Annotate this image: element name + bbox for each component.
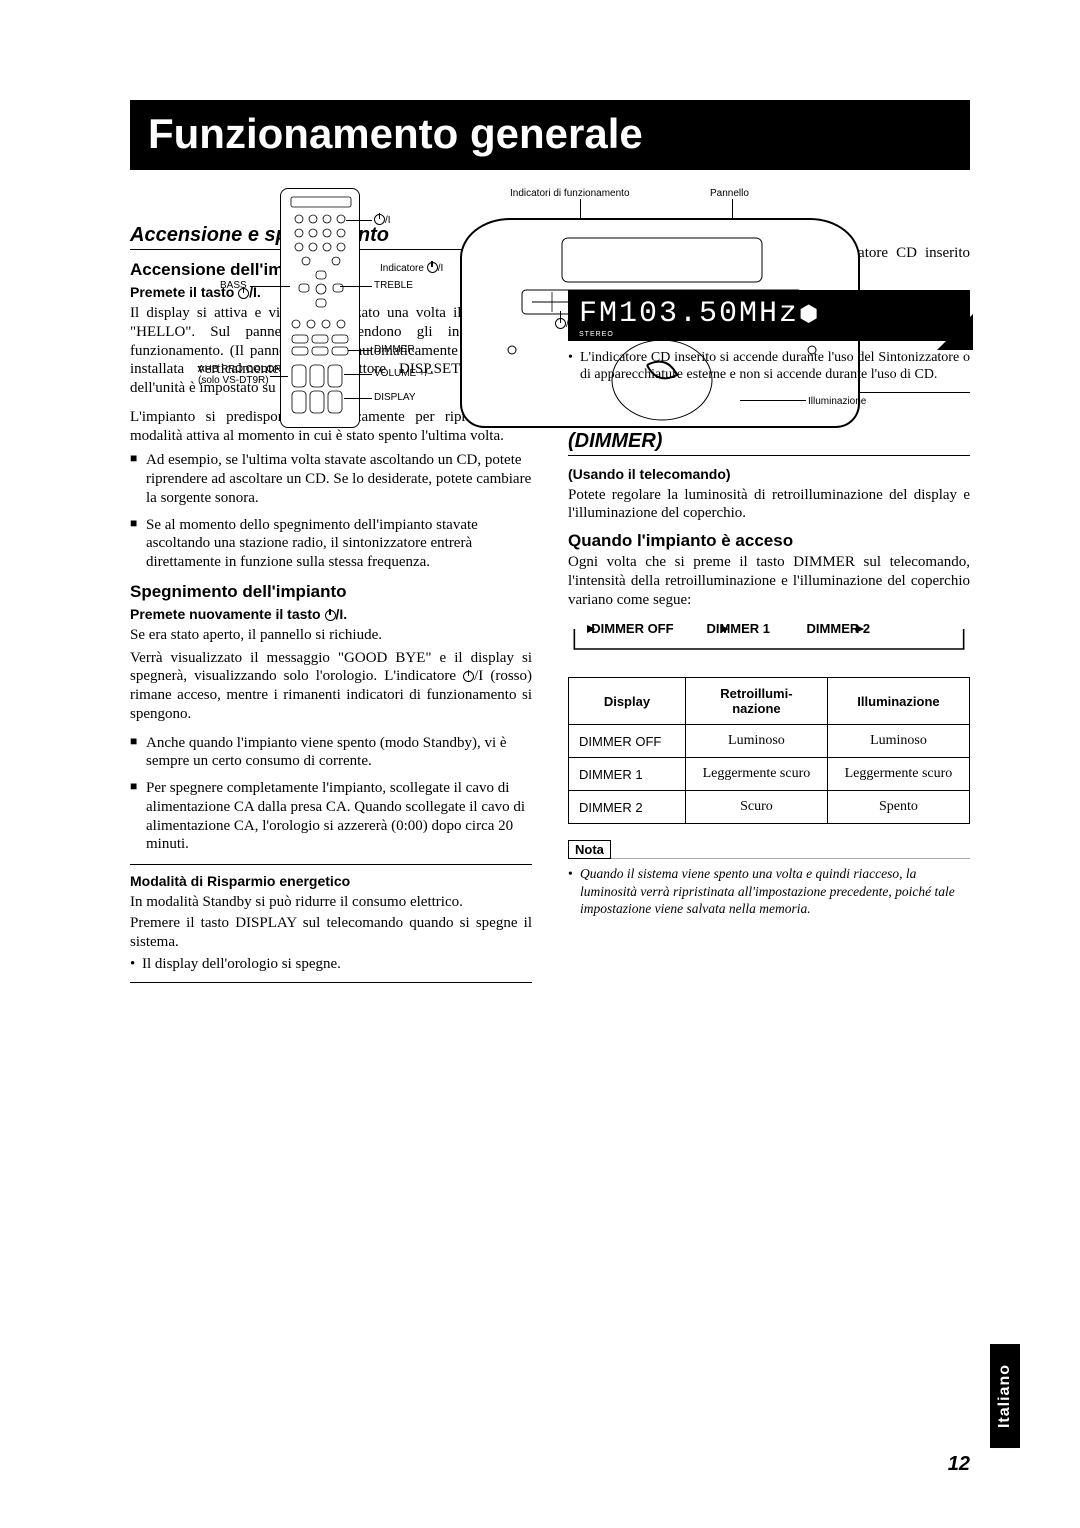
rule: [568, 858, 970, 859]
rule: [130, 864, 532, 865]
table-row: DIMMER OFF Luminoso Luminoso: [569, 725, 970, 758]
label-panel: Pannello: [710, 188, 749, 199]
label-ahb: AHB PRO COLOR (solo VS-DT9R): [198, 364, 268, 386]
bullet-item: Il display dell'orologio si spegne.: [130, 955, 532, 974]
table-header: Retroillumi-nazione: [685, 678, 827, 725]
subheading: Quando l'impianto è acceso: [568, 531, 970, 551]
label-dimmer: DIMMER: [374, 344, 415, 355]
power-icon: [427, 262, 438, 273]
display-sub: STEREO: [579, 331, 959, 338]
power-icon: [463, 671, 474, 682]
table-cell: DIMMER OFF: [569, 725, 686, 758]
paragraph: Verrà visualizzato il messaggio "GOOD BY…: [130, 649, 532, 724]
label-volume: VOLUME +/–: [374, 368, 433, 379]
table-cell: DIMMER 1: [569, 758, 686, 791]
list-item: Per spegnere completamente l'impianto, s…: [130, 779, 532, 854]
page-title: Funzionamento generale: [148, 110, 643, 157]
table-row: DIMMER 2 Scuro Spento: [569, 791, 970, 824]
pointer-arrow-icon: [937, 314, 973, 350]
bullet-list: Anche quando l'impianto viene spento (mo…: [130, 734, 532, 855]
cycle-text: DIMMER OFF DIMMER 1 DIMMER 2: [582, 621, 872, 636]
table-cell: Spento: [827, 791, 969, 824]
bullet-list: Ad esempio, se l'ultima volta stavate as…: [130, 451, 532, 572]
label-display: DISPLAY: [374, 392, 416, 403]
paragraph: Potete regolare la luminosità di retroil…: [568, 486, 970, 524]
label-illum: Illuminazione: [808, 396, 866, 407]
label-treble: TREBLE: [374, 280, 413, 291]
list-item: Anche quando l'impianto viene spento (mo…: [130, 734, 532, 772]
label-power: /I: [374, 214, 391, 226]
subheading: Spegnimento dell'impianto: [130, 582, 532, 602]
energy-title: Modalità di Risparmio energetico: [130, 873, 532, 889]
paragraph: Premere il tasto DISPLAY sul telecomando…: [130, 914, 532, 952]
rule: [568, 455, 970, 456]
page-number: 12: [948, 1453, 970, 1476]
table-cell: Leggermente scuro: [685, 758, 827, 791]
nota-tag: Nota: [568, 840, 611, 859]
table-cell: DIMMER 2: [569, 791, 686, 824]
label-indicators: Indicatori di funzionamento: [510, 188, 630, 199]
table-header: Illuminazione: [827, 678, 969, 725]
table-cell: Luminoso: [685, 725, 827, 758]
right-column: Indicatore CD inserito Quando nell'unità…: [568, 224, 970, 991]
lcd-display: FM103.50MHz⬢ STEREO: [568, 290, 970, 341]
power-icon: [374, 214, 385, 225]
paragraph: Se era stato aperto, il pannello si rich…: [130, 626, 532, 645]
table-cell: Luminoso: [827, 725, 969, 758]
dimmer-table: Display Retroillumi-nazione Illuminazion…: [568, 677, 970, 824]
paragraph: In modalità Standby si può ridurre il co…: [130, 893, 532, 912]
remote-outline: [280, 188, 360, 428]
table-row: DIMMER 1 Leggermente scuro Leggermente s…: [569, 758, 970, 791]
table-header: Display: [569, 678, 686, 725]
power-icon: [325, 610, 336, 621]
list-item: Ad esempio, se l'ultima volta stavate as…: [130, 451, 532, 507]
label-indicator: Indicatore /I: [380, 262, 443, 274]
bullet-item: L'indicatore CD inserito si accende dura…: [568, 349, 970, 384]
nota-text: Quando il sistema viene spento una volta…: [568, 865, 970, 918]
table-header-row: Display Retroillumi-nazione Illuminazion…: [569, 678, 970, 725]
list-item: Se al momento dello spegnimento dell'imp…: [130, 516, 532, 572]
power-icon: [238, 288, 249, 299]
table-cell: Leggermente scuro: [827, 758, 969, 791]
paragraph: Ogni volta che si preme il tasto DIMMER …: [568, 553, 970, 609]
bold-note: (Usando il telecomando): [568, 466, 970, 482]
dimmer-cycle: DIMMER OFF DIMMER 1 DIMMER 2: [568, 619, 970, 659]
table-cell: Scuro: [685, 791, 827, 824]
page-title-bar: Funzionamento generale: [130, 100, 970, 170]
rule: [130, 982, 532, 983]
instruction-line: Premete nuovamente il tasto /I.: [130, 606, 532, 622]
language-tab: Italiano: [990, 1344, 1020, 1448]
display-text: FM103.50MHz⬢: [579, 299, 959, 329]
